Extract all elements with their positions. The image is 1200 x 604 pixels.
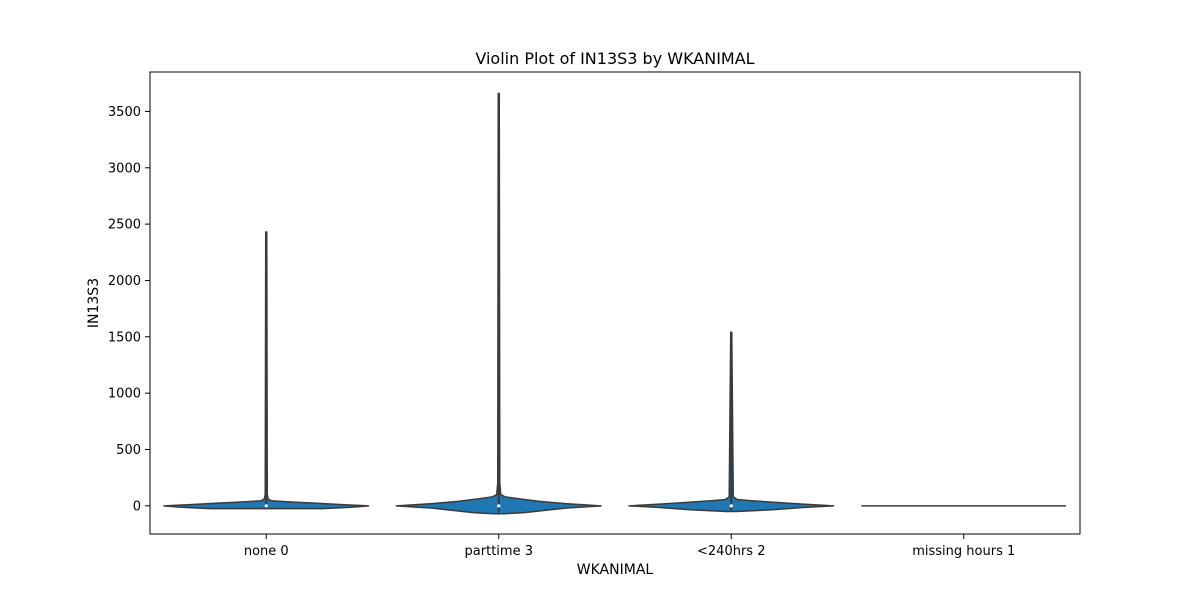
x-tick-label: <240hrs 2 [697, 544, 765, 559]
y-tick-label: 0 [133, 499, 141, 514]
x-tick-label: missing hours 1 [912, 544, 1015, 559]
plot-area [163, 92, 1067, 515]
y-tick-label: 2500 [108, 218, 141, 233]
y-axis-label: IN13S3 [86, 278, 102, 328]
y-tick-label: 1500 [108, 330, 141, 345]
violin-3 [628, 331, 835, 513]
y-tick-label: 1000 [108, 387, 141, 402]
plot-frame [149, 71, 1081, 535]
chart-title: Violin Plot of IN13S3 by WKANIMAL [475, 49, 754, 68]
y-tick-label: 3500 [108, 105, 141, 120]
violin-median [497, 504, 501, 508]
violin-1 [163, 231, 370, 510]
y-tick-label: 2000 [108, 274, 141, 289]
y-tick-label: 3000 [108, 161, 141, 176]
violin-median [264, 504, 268, 508]
y-tick-label: 500 [116, 443, 141, 458]
violin-2 [395, 92, 602, 515]
violin-median [729, 504, 733, 508]
y-axis: 0 500 1000 1500 2000 2500 3000 3500 [108, 105, 150, 514]
x-tick-label: none 0 [244, 544, 289, 559]
x-axis-label: WKANIMAL [577, 562, 654, 578]
x-tick-label: parttime 3 [465, 544, 533, 559]
x-axis: none 0 parttime 3 <240hrs 2 missing hours 1 [244, 534, 1015, 559]
